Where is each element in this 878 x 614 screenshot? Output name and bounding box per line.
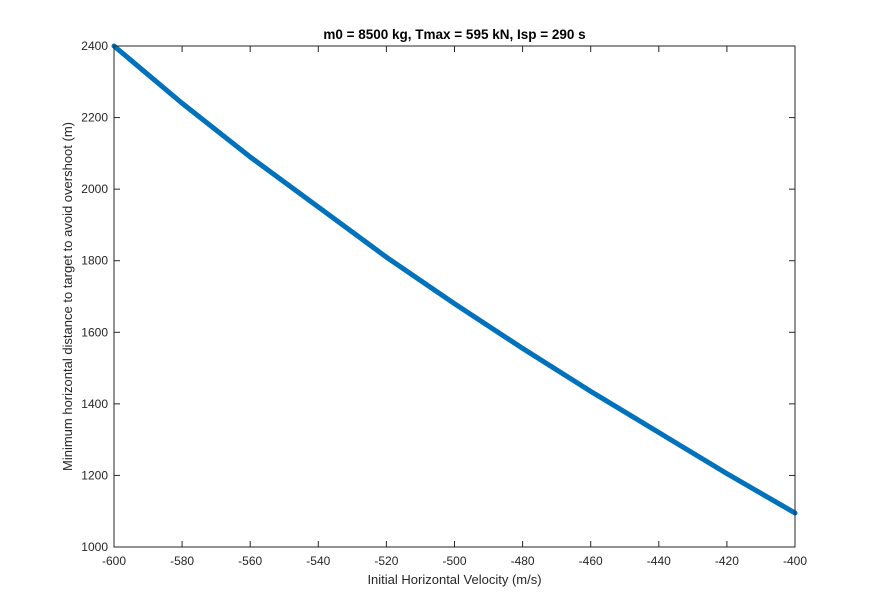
plot-area bbox=[114, 46, 795, 547]
y-ticks: 1000 1200 1400 1600 1800 2000 2200 2400 bbox=[81, 39, 795, 554]
series-line bbox=[111, 43, 798, 516]
y-tick-label: 1200 bbox=[81, 468, 108, 482]
y-tick-label: 2000 bbox=[81, 182, 108, 196]
x-ticks: -600 -580 -560 -540 -520 -500 -480 -460 -440 -420… bbox=[102, 46, 807, 568]
y-tick-label: 2400 bbox=[81, 39, 108, 53]
x-tick-label: -540 bbox=[306, 554, 330, 568]
y-tick-label: 1800 bbox=[81, 254, 108, 268]
x-tick-label: -420 bbox=[715, 554, 739, 568]
y-tick-label: 1000 bbox=[81, 540, 108, 554]
y-axis-label: Minimum horizontal distance to target to… bbox=[60, 122, 75, 471]
x-tick-label: -440 bbox=[647, 554, 671, 568]
x-axis-label: Initial Horizontal Velocity (m/s) bbox=[367, 572, 541, 587]
x-tick-label: -480 bbox=[511, 554, 535, 568]
x-tick-label: -560 bbox=[238, 554, 262, 568]
x-tick-label: -460 bbox=[579, 554, 603, 568]
y-tick-label: 2200 bbox=[81, 111, 108, 125]
chart-title: m0 = 8500 kg, Tmax = 595 kN, Isp = 290 s bbox=[323, 27, 585, 42]
x-tick-label: -400 bbox=[783, 554, 807, 568]
series-layer bbox=[111, 43, 798, 516]
y-tick-label: 1400 bbox=[81, 397, 108, 411]
y-tick-label: 1600 bbox=[81, 325, 108, 339]
x-tick-label: -580 bbox=[170, 554, 194, 568]
x-tick-label: -600 bbox=[102, 554, 126, 568]
x-tick-label: -500 bbox=[442, 554, 466, 568]
x-tick-label: -520 bbox=[374, 554, 398, 568]
